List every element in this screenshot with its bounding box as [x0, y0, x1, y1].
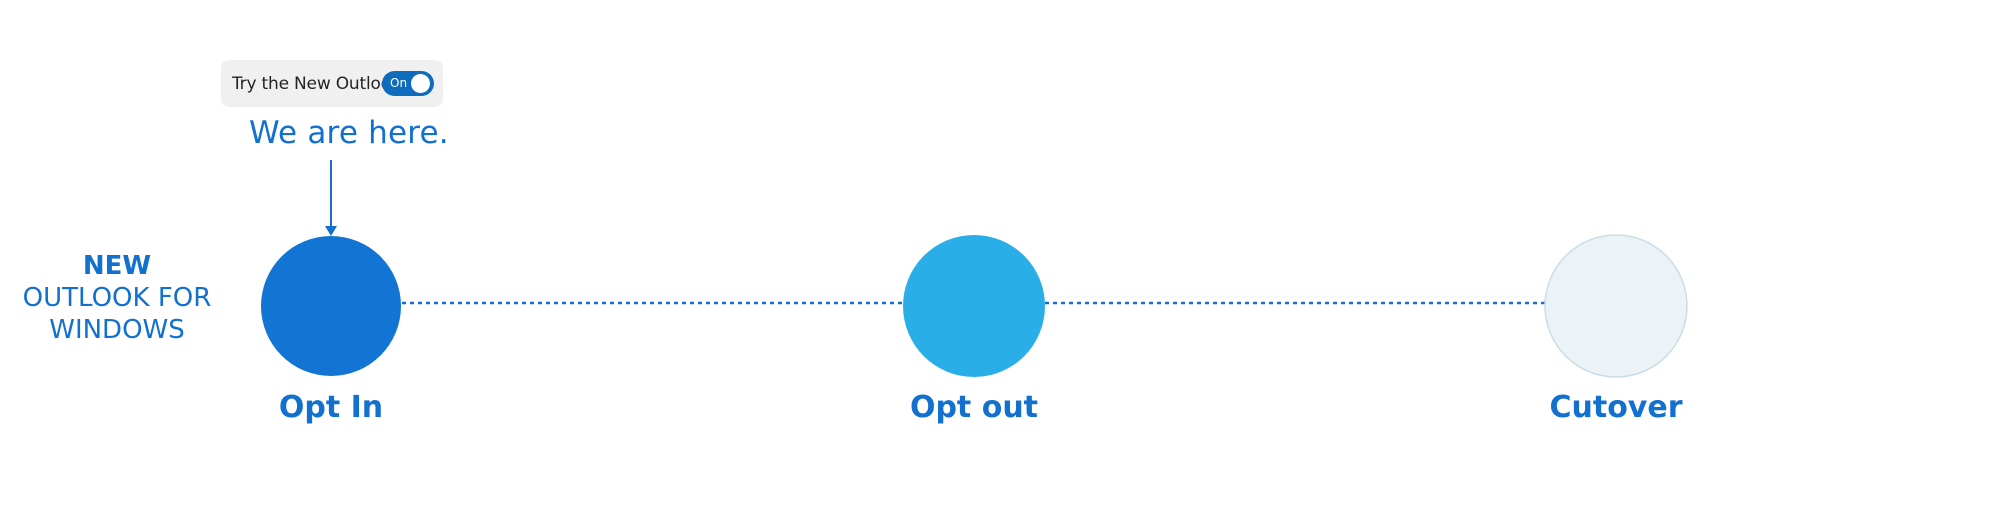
we-are-here-label: We are here.: [249, 115, 449, 151]
stage-label-opt-in: Opt In: [278, 390, 384, 425]
stage-label-cutover: Cutover: [1549, 390, 1683, 425]
new-outlook-toggle-switch[interactable]: On: [382, 71, 434, 96]
product-name-line-3: WINDOWS: [49, 315, 185, 345]
product-name-line-2: OUTLOOK FOR: [22, 283, 212, 313]
toggle-state-text: On: [390, 76, 408, 90]
stage-label-opt-out: Opt out: [909, 390, 1039, 425]
stage-circle-opt-out: [903, 235, 1045, 377]
pointer-arrow-head: [325, 226, 337, 236]
toggle-label: Try the New Outlook: [232, 74, 401, 94]
product-name: NEW OUTLOOK FOR WINDOWS: [0, 250, 234, 346]
stage-circle-cutover: [1544, 234, 1688, 378]
product-name-line-1: NEW: [82, 251, 152, 281]
stage-circle-opt-in: [261, 236, 401, 376]
toggle-knob: [411, 74, 430, 93]
try-new-outlook-toggle-card: Try the New Outlook On: [221, 60, 443, 107]
